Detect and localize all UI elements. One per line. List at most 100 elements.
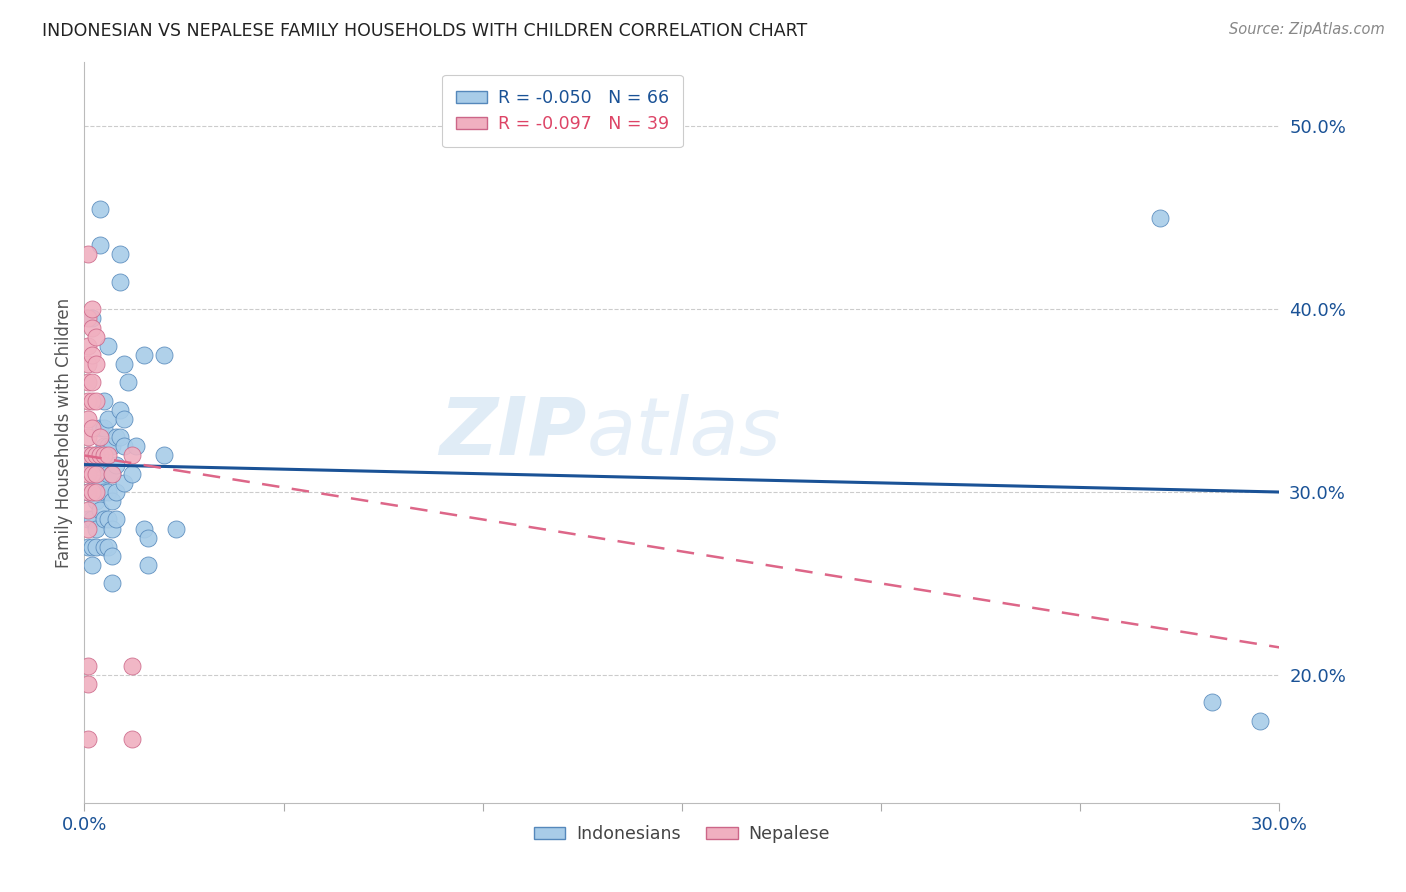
Point bbox=[77, 677, 100, 691]
Point bbox=[77, 485, 100, 500]
Point bbox=[86, 522, 108, 536]
Point bbox=[77, 449, 100, 463]
Point bbox=[89, 449, 111, 463]
Point bbox=[77, 658, 100, 673]
Point bbox=[82, 540, 104, 554]
Point bbox=[1201, 695, 1223, 709]
Point bbox=[97, 439, 120, 453]
Point bbox=[82, 485, 104, 500]
Point bbox=[112, 412, 135, 426]
Point bbox=[132, 348, 156, 362]
Point bbox=[93, 540, 115, 554]
Point bbox=[97, 339, 120, 353]
Point bbox=[93, 449, 115, 463]
Point bbox=[82, 458, 104, 472]
Point bbox=[77, 412, 100, 426]
Y-axis label: Family Households with Children: Family Households with Children bbox=[55, 298, 73, 567]
Point bbox=[82, 311, 104, 326]
Point bbox=[110, 275, 132, 289]
Point bbox=[77, 430, 100, 444]
Point bbox=[77, 357, 100, 371]
Text: atlas: atlas bbox=[586, 393, 782, 472]
Point bbox=[82, 512, 104, 526]
Point bbox=[86, 540, 108, 554]
Point bbox=[105, 485, 128, 500]
Point bbox=[93, 439, 115, 453]
Point bbox=[82, 376, 104, 390]
Point bbox=[153, 348, 176, 362]
Point bbox=[105, 512, 128, 526]
Point bbox=[89, 238, 111, 252]
Point bbox=[89, 202, 111, 216]
Point bbox=[132, 522, 156, 536]
Point bbox=[77, 339, 100, 353]
Point bbox=[77, 540, 100, 554]
Point bbox=[125, 439, 148, 453]
Point bbox=[105, 458, 128, 472]
Text: Source: ZipAtlas.com: Source: ZipAtlas.com bbox=[1229, 22, 1385, 37]
Point bbox=[86, 449, 108, 463]
Point bbox=[82, 421, 104, 435]
Point bbox=[105, 430, 128, 444]
Point bbox=[93, 421, 115, 435]
Point bbox=[93, 485, 115, 500]
Point bbox=[117, 376, 139, 390]
Legend: Indonesians, Nepalese: Indonesians, Nepalese bbox=[527, 818, 837, 850]
Point bbox=[110, 430, 132, 444]
Point bbox=[86, 357, 108, 371]
Point bbox=[121, 467, 143, 481]
Point bbox=[93, 458, 115, 472]
Point bbox=[77, 247, 100, 261]
Point bbox=[97, 449, 120, 463]
Point bbox=[86, 329, 108, 343]
Point bbox=[101, 549, 124, 563]
Point bbox=[77, 503, 100, 517]
Point bbox=[77, 522, 100, 536]
Point bbox=[86, 393, 108, 408]
Point bbox=[97, 540, 120, 554]
Point bbox=[110, 402, 132, 417]
Point bbox=[86, 449, 108, 463]
Point bbox=[136, 531, 159, 545]
Point bbox=[77, 376, 100, 390]
Point bbox=[93, 512, 115, 526]
Point bbox=[77, 393, 100, 408]
Point bbox=[82, 449, 104, 463]
Point bbox=[97, 467, 120, 481]
Point bbox=[86, 467, 108, 481]
Point bbox=[112, 475, 135, 490]
Point bbox=[112, 357, 135, 371]
Point bbox=[101, 576, 124, 591]
Text: INDONESIAN VS NEPALESE FAMILY HOUSEHOLDS WITH CHILDREN CORRELATION CHART: INDONESIAN VS NEPALESE FAMILY HOUSEHOLDS… bbox=[42, 22, 807, 40]
Point bbox=[153, 449, 176, 463]
Point bbox=[89, 475, 111, 490]
Point bbox=[82, 467, 104, 481]
Point bbox=[82, 485, 104, 500]
Point bbox=[1149, 211, 1171, 225]
Point bbox=[77, 731, 100, 746]
Point bbox=[165, 522, 187, 536]
Point bbox=[77, 311, 100, 326]
Point bbox=[77, 467, 100, 481]
Point bbox=[101, 522, 124, 536]
Point bbox=[77, 485, 100, 500]
Point bbox=[97, 485, 120, 500]
Point bbox=[121, 731, 143, 746]
Point bbox=[97, 512, 120, 526]
Point bbox=[101, 494, 124, 508]
Point bbox=[89, 421, 111, 435]
Point bbox=[89, 503, 111, 517]
Point bbox=[89, 430, 111, 444]
Point bbox=[86, 494, 108, 508]
Point bbox=[97, 412, 120, 426]
Point bbox=[82, 302, 104, 317]
Point bbox=[1249, 714, 1271, 728]
Point bbox=[136, 558, 159, 573]
Point bbox=[101, 467, 124, 481]
Point bbox=[86, 475, 108, 490]
Point bbox=[77, 449, 100, 463]
Point bbox=[101, 439, 124, 453]
Point bbox=[82, 393, 104, 408]
Point bbox=[93, 393, 115, 408]
Point bbox=[101, 467, 124, 481]
